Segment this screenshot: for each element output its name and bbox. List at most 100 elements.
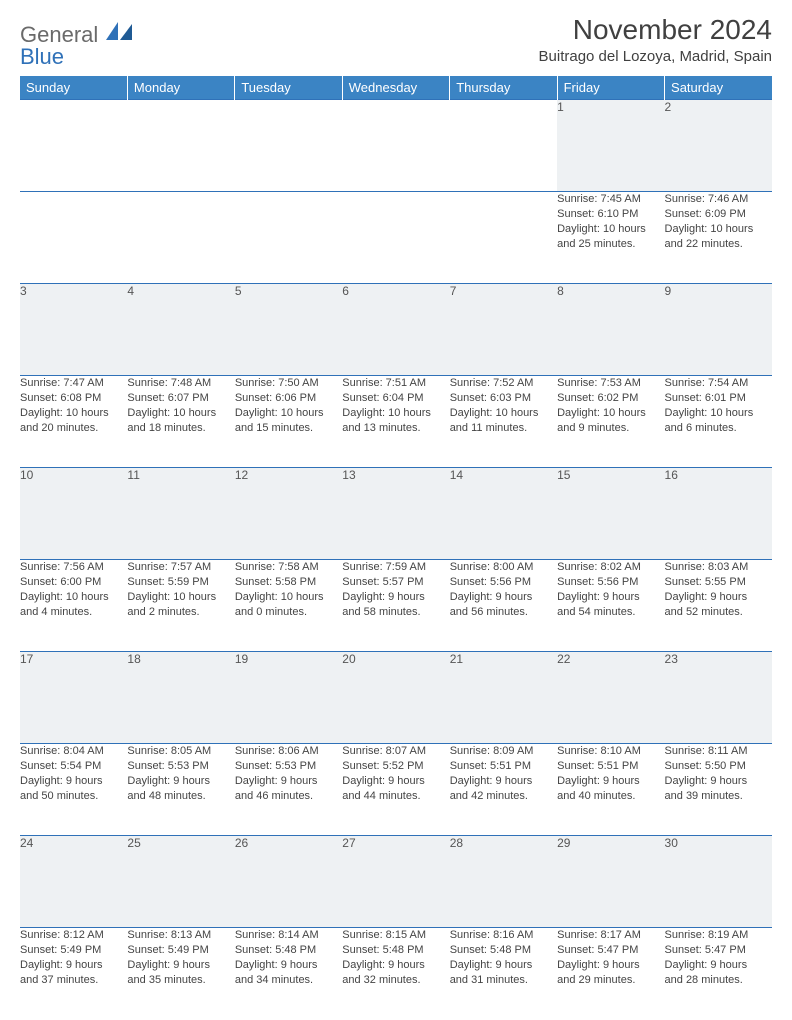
day-cell: Sunrise: 8:03 AMSunset: 5:55 PMDaylight:… <box>665 560 772 652</box>
day-ss: Sunset: 5:56 PM <box>557 575 664 590</box>
day-dl: Daylight: 9 hours <box>557 590 664 605</box>
day-detail-row: Sunrise: 7:56 AMSunset: 6:00 PM Daylight:… <box>20 560 772 652</box>
day-dl2: and 20 minutes. <box>20 421 127 436</box>
logo-line2: Blue <box>20 44 64 69</box>
day-ss: Sunset: 6:04 PM <box>342 391 449 406</box>
location: Buitrago del Lozoya, Madrid, Spain <box>539 48 772 65</box>
day-sr: Sunrise: 7:56 AM <box>20 560 127 575</box>
day-cell: Sunrise: 8:14 AMSunset: 5:48 PMDaylight:… <box>235 928 342 1020</box>
day-number: 29 <box>557 836 664 928</box>
day-sr: Sunrise: 8:04 AM <box>20 744 127 759</box>
day-sr: Sunrise: 7:46 AM <box>665 192 772 207</box>
day-dl: Daylight: 10 hours <box>342 406 449 421</box>
day-dl2: and 46 minutes. <box>235 789 342 804</box>
day-sr: Sunrise: 8:13 AM <box>127 928 234 943</box>
weekday-header: Monday <box>127 76 234 100</box>
day-sr: Sunrise: 7:59 AM <box>342 560 449 575</box>
day-number-row: 17181920212223 <box>20 652 772 744</box>
day-dl: Daylight: 9 hours <box>127 958 234 973</box>
day-number: 21 <box>450 652 557 744</box>
day-detail-row: Sunrise: 7:47 AMSunset: 6:08 PMDaylight:… <box>20 376 772 468</box>
day-cell: Sunrise: 8:04 AMSunset: 5:54 PMDaylight:… <box>20 744 127 836</box>
day-cell <box>20 192 127 284</box>
day-number: 12 <box>235 468 342 560</box>
day-ss: Sunset: 5:48 PM <box>342 943 449 958</box>
day-cell <box>127 192 234 284</box>
day-number: 8 <box>557 284 664 376</box>
day-dl2: and 37 minutes. <box>20 973 127 988</box>
day-sr: Sunrise: 8:17 AM <box>557 928 664 943</box>
title-block: November 2024 Buitrago del Lozoya, Madri… <box>539 14 772 65</box>
day-ss: Sunset: 6:03 PM <box>450 391 557 406</box>
day-cell: Sunrise: 7:53 AMSunset: 6:02 PMDaylight:… <box>557 376 664 468</box>
day-ss: Sunset: 5:55 PM <box>665 575 772 590</box>
day-cell <box>342 192 449 284</box>
day-ss: Sunset: 5:53 PM <box>235 759 342 774</box>
day-dl: Daylight: 10 hours <box>235 406 342 421</box>
day-dl: Daylight: 10 hours <box>127 406 234 421</box>
day-number: 15 <box>557 468 664 560</box>
day-dl2: and 25 minutes. <box>557 237 664 252</box>
weekday-header: Sunday <box>20 76 127 100</box>
day-dl: Daylight: 10 hours <box>557 406 664 421</box>
day-number-row: 3456789 <box>20 284 772 376</box>
day-ss: Sunset: 5:59 PM <box>127 575 234 590</box>
day-dl: Daylight: 10 hours <box>20 406 127 421</box>
day-sr: Sunrise: 8:10 AM <box>557 744 664 759</box>
day-dl2: and 44 minutes. <box>342 789 449 804</box>
day-number-row: 12 <box>20 100 772 192</box>
day-dl2: and 9 minutes. <box>557 421 664 436</box>
day-dl2: and 42 minutes. <box>450 789 557 804</box>
day-dl2: and 34 minutes. <box>235 973 342 988</box>
day-dl2: and 32 minutes. <box>342 973 449 988</box>
weekday-header: Tuesday <box>235 76 342 100</box>
day-dl: Daylight: 9 hours <box>557 774 664 789</box>
day-number: 1 <box>557 100 664 192</box>
day-number: 25 <box>127 836 234 928</box>
day-sr: Sunrise: 7:54 AM <box>665 376 772 391</box>
day-number: 16 <box>665 468 772 560</box>
day-dl2: and 13 minutes. <box>342 421 449 436</box>
day-cell <box>235 192 342 284</box>
day-cell: Sunrise: 7:52 AMSunset: 6:03 PMDaylight:… <box>450 376 557 468</box>
day-dl: Daylight: 9 hours <box>450 958 557 973</box>
day-dl2: and 11 minutes. <box>450 421 557 436</box>
day-sr: Sunrise: 8:16 AM <box>450 928 557 943</box>
day-ss: Sunset: 6:02 PM <box>557 391 664 406</box>
day-ss: Sunset: 5:57 PM <box>342 575 449 590</box>
day-number: 19 <box>235 652 342 744</box>
day-sr: Sunrise: 8:07 AM <box>342 744 449 759</box>
day-ss: Sunset: 6:07 PM <box>127 391 234 406</box>
day-ss: Sunset: 6:01 PM <box>665 391 772 406</box>
day-number <box>342 100 449 192</box>
day-ss: Sunset: 5:47 PM <box>665 943 772 958</box>
day-cell: Sunrise: 8:02 AMSunset: 5:56 PMDaylight:… <box>557 560 664 652</box>
day-dl2: and 15 minutes. <box>235 421 342 436</box>
day-ss: Sunset: 6:00 PM <box>20 575 127 590</box>
day-dl: Daylight: 10 hours <box>450 406 557 421</box>
day-sr: Sunrise: 7:57 AM <box>127 560 234 575</box>
day-cell: Sunrise: 8:13 AMSunset: 5:49 PMDaylight:… <box>127 928 234 1020</box>
day-sr: Sunrise: 7:45 AM <box>557 192 664 207</box>
day-number: 30 <box>665 836 772 928</box>
day-dl2: and 50 minutes. <box>20 789 127 804</box>
day-cell <box>450 192 557 284</box>
calendar-table: SundayMondayTuesdayWednesdayThursdayFrid… <box>20 76 772 1020</box>
day-dl2: and 48 minutes. <box>127 789 234 804</box>
day-number-row: 24252627282930 <box>20 836 772 928</box>
day-dl2: and 28 minutes. <box>665 973 772 988</box>
logo: General Blue <box>20 14 134 68</box>
day-sr: Sunrise: 7:50 AM <box>235 376 342 391</box>
day-cell: Sunrise: 8:00 AMSunset: 5:56 PMDaylight:… <box>450 560 557 652</box>
weekday-header: Saturday <box>665 76 772 100</box>
day-dl2: and 29 minutes. <box>557 973 664 988</box>
day-number: 2 <box>665 100 772 192</box>
day-number: 7 <box>450 284 557 376</box>
day-cell: Sunrise: 7:54 AMSunset: 6:01 PMDaylight:… <box>665 376 772 468</box>
day-sr: Sunrise: 8:03 AM <box>665 560 772 575</box>
day-ss: Sunset: 5:50 PM <box>665 759 772 774</box>
day-number <box>450 100 557 192</box>
day-sr: Sunrise: 8:12 AM <box>20 928 127 943</box>
day-dl: Daylight: 9 hours <box>665 774 772 789</box>
day-ss: Sunset: 6:08 PM <box>20 391 127 406</box>
